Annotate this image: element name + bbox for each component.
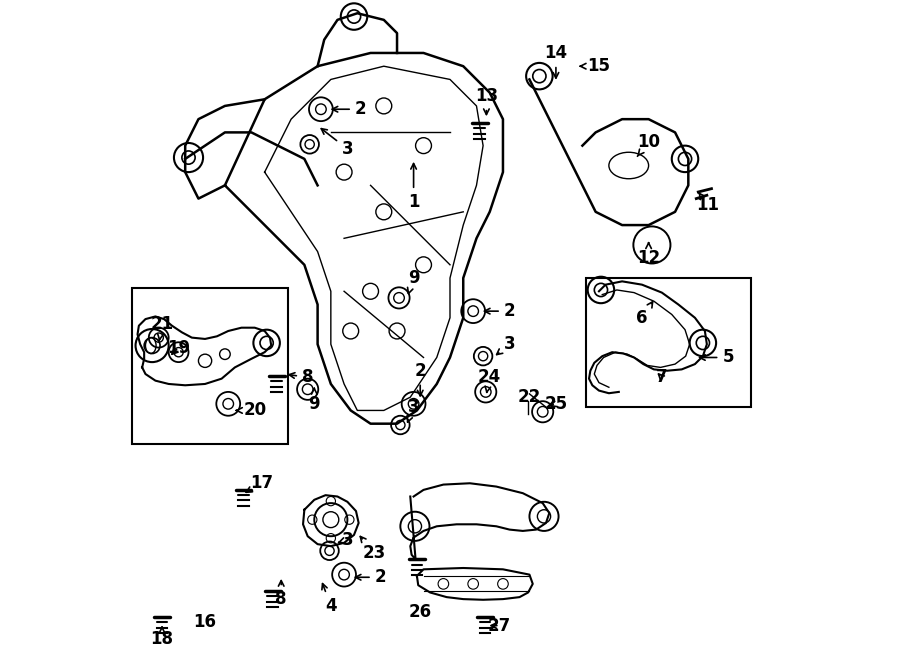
Text: 3: 3 xyxy=(321,128,353,158)
Text: 19: 19 xyxy=(167,338,190,357)
Text: 18: 18 xyxy=(150,627,174,648)
Text: 15: 15 xyxy=(580,57,610,75)
Bar xyxy=(586,278,751,407)
Text: 6: 6 xyxy=(636,302,652,327)
Bar xyxy=(132,288,288,444)
Text: 26: 26 xyxy=(409,603,432,622)
Text: 20: 20 xyxy=(237,401,266,420)
Text: 23: 23 xyxy=(360,536,385,562)
Text: 25: 25 xyxy=(544,395,568,413)
Text: 1: 1 xyxy=(408,164,419,211)
Text: 3: 3 xyxy=(407,398,419,422)
Text: 9: 9 xyxy=(309,389,320,413)
Text: 12: 12 xyxy=(637,243,661,267)
Text: 27: 27 xyxy=(488,616,511,635)
Text: 3: 3 xyxy=(338,530,353,549)
Text: 14: 14 xyxy=(544,44,568,78)
Text: 2: 2 xyxy=(484,302,516,320)
Text: 3: 3 xyxy=(497,335,516,355)
Text: 9: 9 xyxy=(408,269,419,293)
Text: 16: 16 xyxy=(194,613,217,632)
Text: 4: 4 xyxy=(322,584,337,615)
Text: 8: 8 xyxy=(289,368,313,387)
Text: 2: 2 xyxy=(332,100,366,118)
Text: 8: 8 xyxy=(275,581,287,608)
Text: 5: 5 xyxy=(699,348,734,367)
Text: 2: 2 xyxy=(356,568,386,587)
Text: 10: 10 xyxy=(637,133,660,156)
Text: 17: 17 xyxy=(247,474,273,493)
Text: 22: 22 xyxy=(518,388,541,406)
Text: 24: 24 xyxy=(478,368,501,393)
Text: 7: 7 xyxy=(656,368,668,387)
Text: 21: 21 xyxy=(150,315,174,340)
Text: 2: 2 xyxy=(414,361,426,396)
Text: 11: 11 xyxy=(697,193,720,214)
Text: 13: 13 xyxy=(475,87,498,115)
